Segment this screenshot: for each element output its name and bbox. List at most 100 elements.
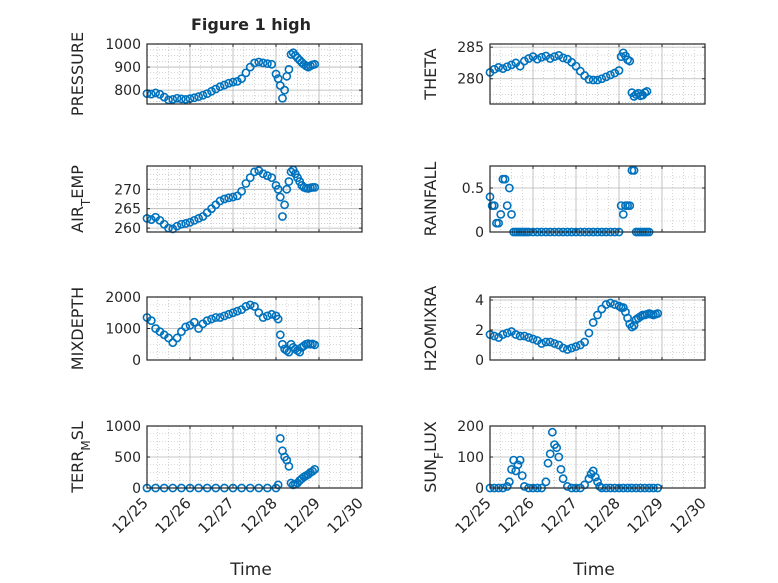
data-point [556, 464, 566, 474]
data-point [642, 86, 652, 96]
data-point [164, 333, 173, 343]
data-point [168, 338, 178, 348]
panel-theta: 280 285 THETA [421, 40, 706, 105]
data-point [172, 93, 182, 103]
panel-mixdepth: 0 1000 2000 MIXDEPTH [68, 287, 363, 370]
data-point [219, 311, 229, 321]
data-point [254, 57, 264, 67]
data-point [520, 482, 529, 491]
data-point [172, 221, 182, 231]
panel-pressure: 800 900 1000 PRESSURE [68, 32, 363, 116]
data-point [258, 169, 268, 179]
x-tick-label: 12/30 [667, 494, 710, 537]
data-point [310, 182, 320, 192]
data-point [498, 64, 508, 74]
y-axis-label: MIXDEPTH [68, 287, 87, 370]
data-point [215, 196, 225, 206]
data-point [550, 339, 559, 348]
data-point [489, 201, 499, 210]
data-point [275, 330, 285, 340]
data-point [618, 209, 628, 219]
data-point [189, 93, 199, 103]
y-tick-label: 500 [114, 450, 141, 466]
y-axis-label: THETA [421, 48, 440, 100]
data-point [278, 339, 287, 349]
data-point [545, 337, 555, 347]
x-tick-label: 12/30 [324, 494, 367, 537]
data-point [250, 302, 259, 311]
data-point [295, 347, 305, 357]
y-tick-label: 1000 [105, 322, 141, 338]
x-tick-label: 12/26 [495, 494, 538, 537]
data-point [241, 68, 251, 78]
data-point [202, 89, 212, 99]
x-tick-label: 12/25 [109, 494, 152, 537]
data-point [202, 316, 212, 326]
data-point [653, 309, 663, 318]
data-point [554, 452, 564, 462]
data-point [625, 56, 635, 66]
data-point [267, 59, 277, 69]
data-point [558, 343, 568, 353]
panel-terr-msl: 0 500 1000 TERRMSL [68, 419, 363, 497]
data-point [181, 322, 191, 332]
data-point [567, 343, 577, 353]
data-point [194, 92, 203, 102]
data-point [176, 219, 186, 229]
data-point [262, 311, 272, 321]
data-point [614, 66, 624, 75]
data-point [271, 69, 281, 79]
data-point [507, 60, 516, 70]
data-point [198, 90, 208, 100]
y-tick-label: 4 [475, 293, 484, 309]
data-point [597, 74, 607, 84]
figure-title: Figure 1 high [191, 15, 311, 34]
y-axis-label: RAINFALL [421, 162, 440, 237]
data-point [224, 309, 234, 319]
data-point [502, 201, 512, 210]
data-point [219, 80, 229, 90]
data-point [610, 68, 620, 78]
data-point [629, 165, 639, 175]
data-point [507, 209, 516, 219]
data-point [502, 482, 512, 491]
y-tick-label: 1000 [105, 419, 141, 435]
data-point [496, 209, 506, 219]
data-point [489, 331, 499, 341]
x-tick-label: 12/27 [538, 494, 581, 537]
data-point [146, 215, 156, 224]
data-point [545, 449, 555, 459]
data-point [228, 308, 238, 318]
y-tick-label: 2 [475, 323, 484, 339]
data-point [267, 173, 277, 183]
data-point [189, 317, 199, 327]
panel-rainfall: 0 0.5 RAINFALL [421, 162, 706, 241]
data-point [511, 330, 521, 339]
data-point [541, 51, 551, 61]
data-point [215, 313, 225, 322]
y-tick-label: 0.5 [462, 181, 484, 197]
data-point [541, 477, 551, 487]
y-axis-label: SUNFLUX [421, 421, 446, 493]
y-tick-label: 285 [457, 40, 484, 56]
data-point [284, 64, 294, 74]
data-point [584, 328, 594, 338]
y-tick-label: 0 [475, 225, 484, 241]
data-point [286, 167, 296, 177]
data-point [267, 309, 277, 319]
data-point [601, 72, 611, 82]
data-point [537, 339, 546, 348]
y-tick-label: 800 [114, 83, 141, 99]
data-point [228, 77, 238, 87]
data-point [250, 167, 259, 177]
data-point [558, 474, 568, 484]
data-point [280, 200, 289, 210]
data-point [176, 94, 186, 104]
data-point [228, 192, 238, 202]
y-tick-label: 1000 [105, 37, 141, 53]
x-tick-label: 12/27 [195, 494, 238, 537]
data-point [215, 82, 225, 92]
axes-box [489, 296, 706, 361]
data-point [588, 75, 598, 85]
data-point [552, 443, 562, 453]
